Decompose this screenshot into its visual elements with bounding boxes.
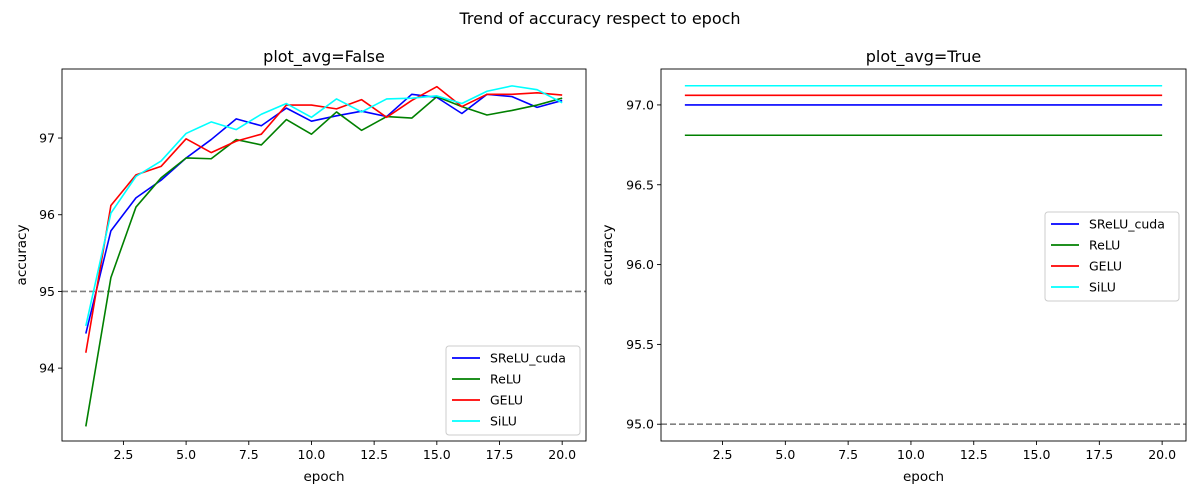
panel-title: plot_avg=False: [263, 47, 385, 67]
legend-box: [1044, 211, 1180, 302]
y-tick-label: 97.0: [626, 97, 654, 112]
x-axis-label: epoch: [303, 469, 344, 485]
y-tick-label: 96: [39, 207, 55, 222]
x-tick-label: 17.5: [1085, 447, 1113, 462]
x-tick-label: 17.5: [486, 447, 514, 462]
x-tick-label: 12.5: [360, 447, 388, 462]
legend-label: SiLU: [490, 414, 517, 429]
panel-title: plot_avg=True: [866, 47, 981, 67]
y-tick-label: 96.5: [626, 177, 654, 192]
chart-panel-1: plot_avg=False 2.5 5.0 7.5 10.0 12.5 15.0 17.5 2…: [14, 47, 587, 485]
legend-label: GELU: [1089, 259, 1122, 274]
x-tick-label: 5.0: [176, 447, 196, 462]
x-tick-label: 20.0: [548, 447, 576, 462]
x-tick-label: 2.5: [113, 447, 133, 462]
x-axis-label: epoch: [903, 469, 944, 485]
y-axis-label: accuracy: [14, 225, 30, 286]
legend-label: ReLU: [1089, 238, 1120, 253]
legend-label: SReLU_cuda: [490, 351, 566, 366]
legend: SReLU_cuda ReLU GELU SiLU: [445, 345, 581, 436]
x-tick-label: 12.5: [960, 447, 988, 462]
axes-frame: [61, 68, 587, 442]
x-tick-label: 10.0: [897, 447, 925, 462]
x-tick-label: 7.5: [239, 447, 259, 462]
series-line-gelu: [85, 85, 563, 353]
chart-panel-2: plot_avg=True 2.5 5.0 7.5 10.0 12.5 15.0 17.5 20…: [600, 47, 1187, 485]
series-line-silu: [85, 85, 563, 327]
legend: SReLU_cuda ReLU GELU SiLU: [1044, 211, 1180, 302]
x-tick-label: 2.5: [713, 447, 733, 462]
series-line-relu: [85, 95, 563, 427]
y-tick-label: 95: [39, 284, 55, 299]
y-tick-label: 94: [39, 361, 55, 376]
x-tick-label: 15.0: [423, 447, 451, 462]
y-tick-label: 95.5: [626, 337, 654, 352]
axes-frame: [660, 68, 1187, 442]
y-tick-label: 97: [39, 131, 55, 146]
y-axis-label: accuracy: [600, 225, 616, 286]
x-tick-label: 5.0: [775, 447, 795, 462]
y-tick-label: 96.0: [626, 257, 654, 272]
x-tick-label: 15.0: [1023, 447, 1051, 462]
legend-label: ReLU: [490, 372, 521, 387]
figure-suptitle: Trend of accuracy respect to epoch: [458, 9, 740, 28]
x-tick-label: 7.5: [838, 447, 858, 462]
series-line-srelu-cuda: [85, 93, 563, 334]
legend-label: GELU: [490, 393, 523, 408]
x-tick-label: 10.0: [298, 447, 326, 462]
legend-box: [445, 345, 581, 436]
x-tick-label: 20.0: [1148, 447, 1176, 462]
legend-label: SiLU: [1089, 280, 1116, 295]
legend-label: SReLU_cuda: [1089, 217, 1165, 232]
y-tick-label: 95.0: [626, 417, 654, 432]
